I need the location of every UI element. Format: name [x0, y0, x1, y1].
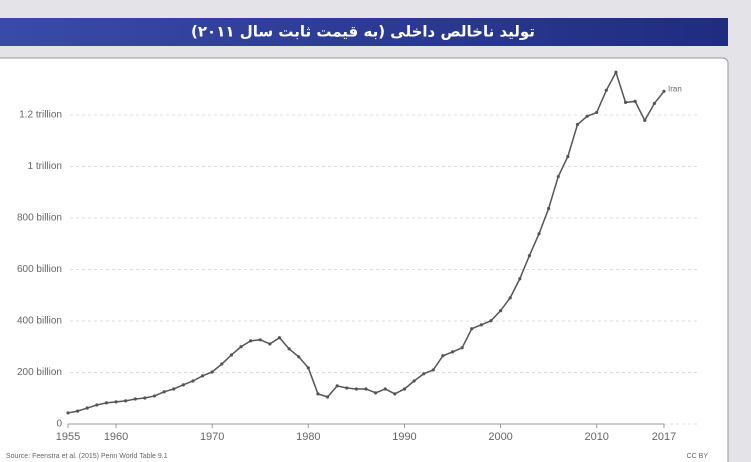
point: [652, 101, 656, 106]
point: [220, 362, 224, 366]
point: [402, 387, 407, 391]
point: [412, 379, 416, 383]
point: [479, 323, 483, 327]
point: [393, 392, 397, 396]
x-tick-label: 1970: [200, 431, 224, 443]
point: [95, 403, 99, 407]
point: [498, 309, 503, 313]
point: [614, 70, 618, 74]
point: [76, 409, 80, 413]
point: [268, 342, 272, 346]
point: [470, 327, 474, 331]
point: [422, 372, 426, 376]
point: [181, 383, 185, 387]
point: [374, 391, 378, 395]
point: [662, 89, 666, 93]
y-tick-label: 0: [56, 419, 62, 430]
x-tick-label: 1980: [296, 431, 320, 443]
x-tick-label: 1960: [104, 431, 128, 443]
y-tick-label: 200 billion: [17, 367, 62, 378]
series-label: Iran: [668, 84, 682, 93]
chart-panel: [0, 57, 729, 462]
point: [431, 368, 435, 372]
point: [566, 154, 570, 159]
point: [556, 174, 560, 179]
point: [633, 99, 637, 103]
x-tick-label: 1955: [56, 431, 80, 443]
y-tick-label: 800 billion: [17, 213, 62, 224]
point: [585, 114, 589, 118]
point: [364, 387, 368, 391]
y-tick-label: 1.2 trillion: [19, 110, 62, 121]
source: Source: Feenstra et al. (2015) Penn Worl…: [6, 453, 168, 460]
x-tick-label: 2017: [652, 431, 676, 443]
point: [172, 387, 176, 391]
y-tick-label: 600 billion: [17, 264, 62, 275]
point: [643, 118, 647, 123]
point: [210, 370, 214, 374]
point: [85, 406, 89, 410]
point: [66, 411, 70, 415]
chart-title: تولید ناخالص داخلی (به قیمت ثابت سال ۲۰۱…: [191, 23, 535, 41]
point: [595, 110, 599, 115]
point: [297, 355, 301, 359]
x-tick-label: 1990: [392, 431, 416, 443]
point: [104, 401, 109, 405]
point: [335, 384, 339, 388]
point: [316, 392, 320, 396]
x-tick-label: 2000: [488, 431, 512, 443]
point: [441, 354, 445, 358]
point: [325, 395, 330, 399]
point: [383, 387, 387, 391]
point: [604, 88, 608, 92]
point: [547, 206, 551, 211]
point: [460, 346, 464, 350]
point: [124, 399, 128, 403]
point: [306, 366, 310, 370]
point: [258, 338, 262, 342]
point: [277, 336, 282, 340]
point: [345, 386, 349, 390]
point: [287, 347, 291, 351]
y-tick-label: 1 trillion: [28, 161, 62, 172]
x-tick-label: 2010: [584, 431, 608, 443]
point: [133, 397, 137, 401]
point: [229, 353, 234, 357]
y-tick-label: 400 billion: [17, 316, 62, 327]
point: [527, 253, 532, 258]
point: [623, 100, 628, 104]
point: [537, 232, 541, 236]
point: [143, 396, 147, 400]
point: [152, 394, 157, 398]
point: [191, 379, 195, 383]
header-bar: [0, 18, 728, 46]
point: [249, 339, 253, 343]
point: [508, 296, 512, 300]
point: [489, 319, 493, 323]
license: CC BY: [687, 453, 709, 460]
point: [518, 277, 522, 281]
point: [239, 345, 243, 349]
point: [114, 400, 118, 404]
point: [354, 387, 358, 391]
point: [162, 390, 166, 394]
point: [575, 122, 580, 127]
point: [200, 374, 205, 378]
point: [450, 350, 455, 354]
